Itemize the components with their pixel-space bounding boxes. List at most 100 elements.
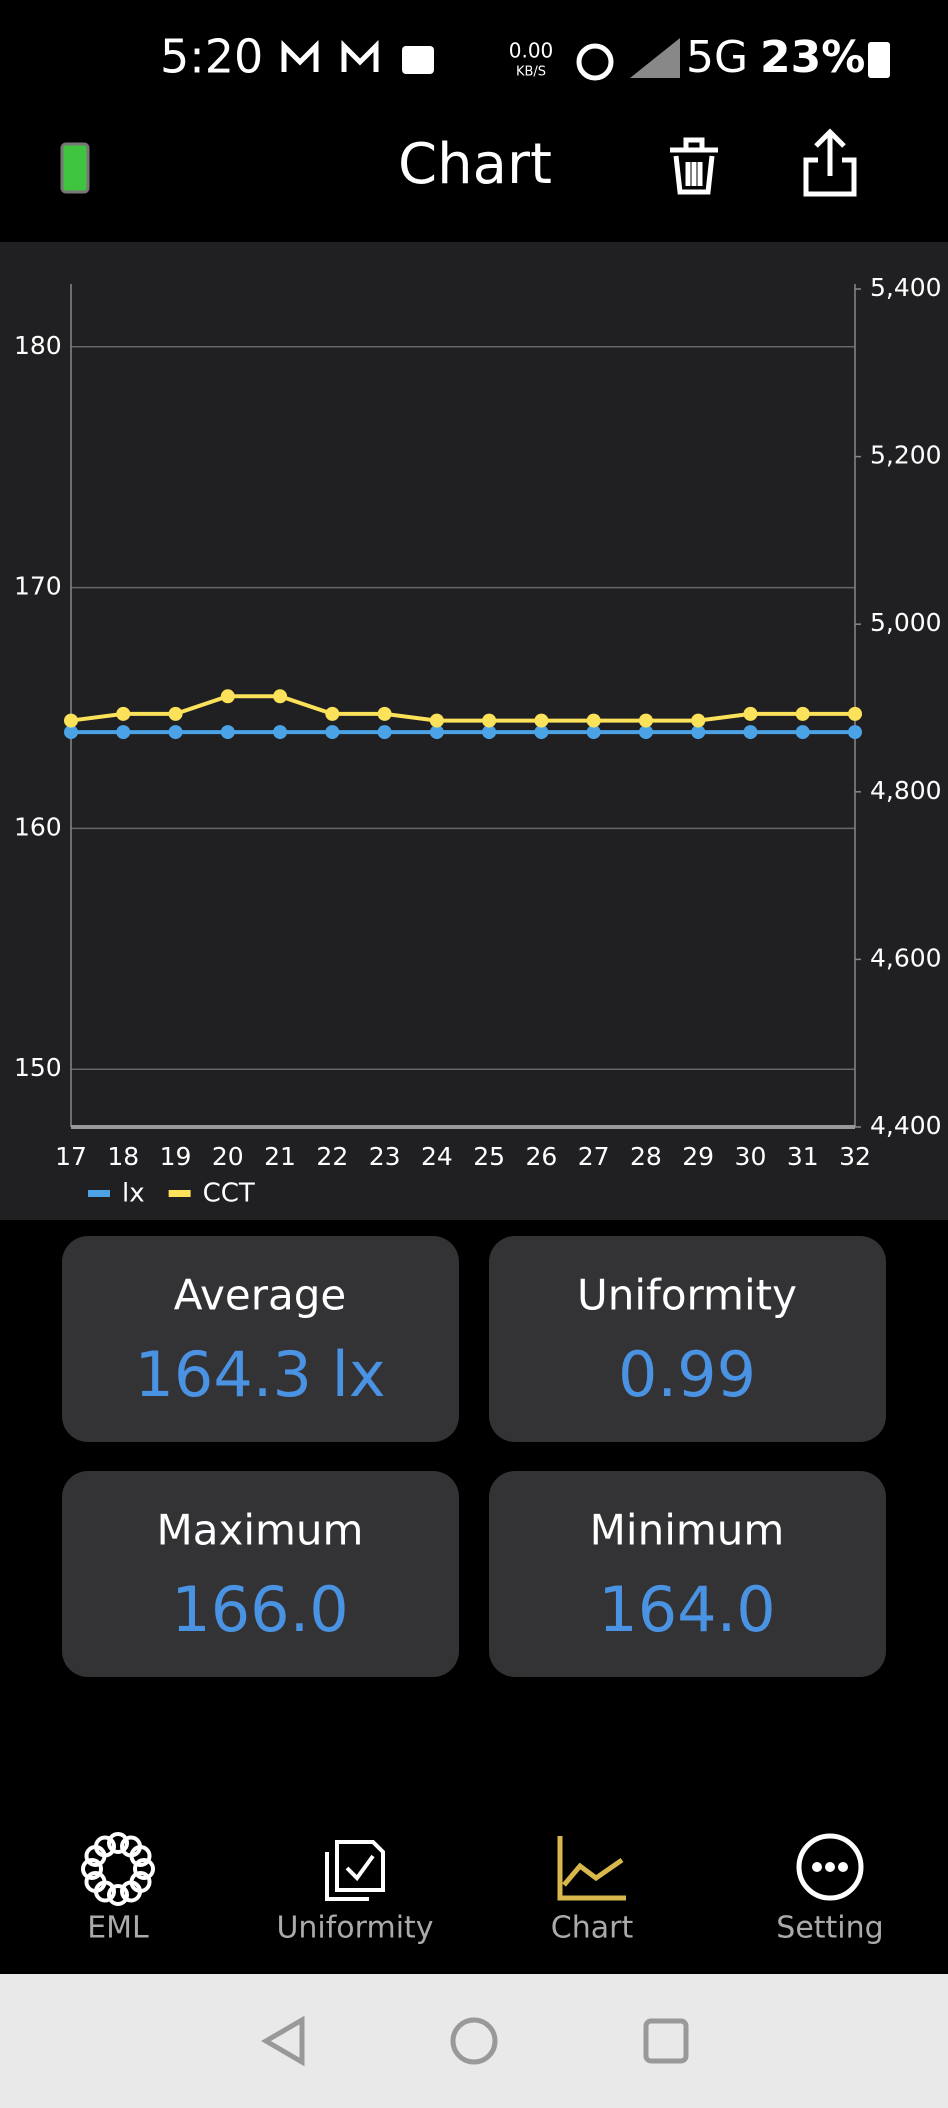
data-point (743, 725, 758, 740)
data-point (377, 706, 392, 721)
y2-tick-label: 5,400 (870, 273, 942, 302)
x-tick-label: 23 (369, 1142, 401, 1171)
x-tick-label: 22 (316, 1142, 348, 1171)
stat-value: 164.3 lx (134, 1338, 385, 1411)
nav-icon (557, 1836, 626, 1901)
stat-card (489, 1471, 886, 1677)
data-point (64, 713, 78, 728)
x-tick-label: 20 (212, 1142, 244, 1171)
data-point (638, 713, 653, 728)
x-tick-label: 19 (160, 1142, 192, 1171)
stats: Average 164.3 lx Uniformity 0.99 Maximum 166.… (62, 1236, 886, 1677)
net-unit: KB/S (516, 65, 546, 80)
nav-icon (84, 1871, 107, 1893)
nav-icon-dot (812, 1862, 822, 1872)
data-point (638, 725, 653, 740)
stat-label: Average (174, 1271, 346, 1320)
x-tick-label: 30 (735, 1142, 767, 1171)
system-buttons (261, 2015, 689, 2067)
stat-card (489, 1236, 886, 1442)
y2-tick-label: 5,200 (870, 441, 942, 470)
y2-tick-label: 4,400 (870, 1111, 942, 1140)
header-bg (0, 0, 948, 242)
status-icons (281, 38, 680, 81)
legend-swatch (168, 1190, 191, 1197)
stat-card (62, 1236, 459, 1442)
data-point (220, 725, 235, 740)
nav-icon-dot (825, 1862, 835, 1872)
x-tick-label: 32 (839, 1142, 871, 1171)
x-tick-label: 29 (682, 1142, 714, 1171)
y-tick-label: 150 (14, 1053, 62, 1082)
delete-button[interactable] (670, 137, 718, 195)
data-point (273, 689, 288, 704)
nav-icon (133, 1858, 155, 1880)
network: 5G (686, 32, 748, 83)
x-tick-label: 24 (421, 1142, 453, 1171)
x-tick-label: 28 (630, 1142, 662, 1171)
system-nav-bar (0, 1974, 948, 2108)
nav-label: Uniformity (276, 1911, 433, 1946)
nav-icon (81, 1858, 103, 1880)
stat-label: Maximum (157, 1506, 364, 1555)
data-point (273, 725, 288, 740)
nav-icon (120, 1880, 142, 1903)
data-point (743, 706, 758, 721)
stat-label: Uniformity (577, 1271, 797, 1320)
x-tick-label: 21 (264, 1142, 296, 1171)
x-tick-label: 25 (473, 1142, 505, 1171)
nav-icon (94, 1835, 116, 1858)
legend-swatch (88, 1190, 110, 1197)
nav-item[interactable]: EML (81, 1832, 155, 1946)
nav-item[interactable]: Uniformity (276, 1840, 434, 1946)
nav-item[interactable]: Chart (551, 1836, 634, 1946)
x-tick-label: 31 (787, 1142, 819, 1171)
data-point (116, 706, 131, 721)
data-point (534, 713, 549, 728)
status-time: 5:20 (160, 30, 263, 84)
data-point (168, 725, 183, 740)
legend-label: CCT (203, 1179, 255, 1209)
y2-tick-label: 5,000 (870, 608, 942, 637)
nav-icon (325, 1840, 385, 1901)
x-tick-label: 26 (525, 1142, 557, 1171)
data-point (377, 725, 392, 740)
data-point (795, 706, 810, 721)
data-point (325, 725, 340, 740)
share-button[interactable] (803, 128, 857, 197)
header-title: Chart (398, 132, 552, 197)
series-line (70, 694, 855, 723)
nav-label: Setting (776, 1911, 883, 1946)
data-point (220, 689, 235, 704)
battery-text: 23% (760, 32, 865, 83)
nav-label: Chart (551, 1911, 634, 1946)
x-tick-label: 18 (107, 1142, 139, 1171)
y2-tick-label: 4,600 (870, 943, 942, 972)
data-point (64, 725, 78, 740)
legend-label: lx (122, 1179, 145, 1209)
nav-item[interactable]: Setting (776, 1833, 884, 1946)
bottom-nav: EML Uniformity Chart Setting (81, 1832, 884, 1946)
stat-label: Minimum (590, 1506, 785, 1555)
stat-card (62, 1471, 459, 1677)
data-point (116, 725, 131, 740)
battery-icon (868, 42, 890, 78)
data-point (691, 713, 706, 728)
data-point (848, 725, 862, 740)
y2-tick-label: 4,800 (870, 776, 942, 805)
y-tick-label: 180 (14, 331, 62, 360)
stat-value: 0.99 (618, 1338, 756, 1411)
data-point (848, 706, 862, 721)
y-tick-label: 160 (14, 812, 62, 841)
data-point (482, 713, 497, 728)
x-tick-label: 27 (578, 1142, 610, 1171)
nav-label: EML (87, 1911, 149, 1946)
stat-value: 164.0 (598, 1573, 776, 1646)
device-battery (60, 142, 90, 194)
data-point (691, 725, 706, 740)
nav-icon (107, 1884, 129, 1906)
chart: 150 160 170 180 4,400 4,600 4,800 5,000 5,200 5,4… (14, 273, 942, 1209)
data-point (429, 713, 444, 728)
